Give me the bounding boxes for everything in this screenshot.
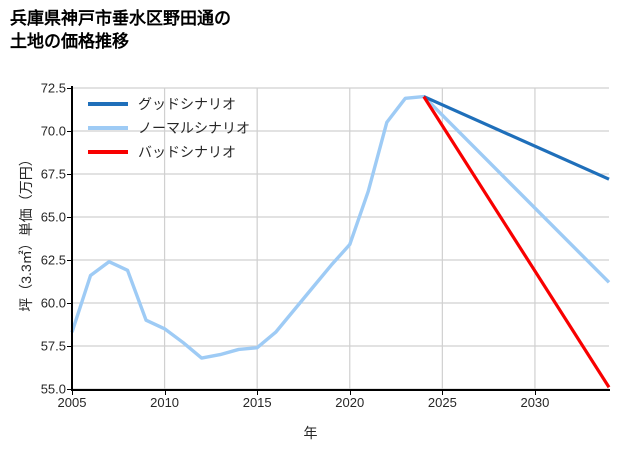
x-tick-mark (349, 391, 351, 395)
y-axis-title: 坪（3.3㎡）単価（万円） (18, 152, 34, 312)
data-series-layer (70, 94, 611, 389)
y-tick-mark (67, 260, 71, 261)
y-tick-mark (67, 303, 71, 304)
y-tick-label: 62.5 (40, 252, 66, 268)
y-tick-label: 67.5 (40, 166, 66, 182)
x-tick-label: 2010 (150, 395, 180, 410)
x-tick-mark (442, 391, 444, 395)
y-tick-mark (67, 131, 71, 132)
legend-color-swatch (88, 126, 128, 130)
legend-item[interactable]: ノーマルシナリオ (88, 116, 288, 140)
y-tick-label: 70.0 (40, 123, 66, 139)
y-tick-mark (67, 174, 71, 175)
legend-color-swatch (88, 150, 128, 154)
x-tick-label: 2030 (520, 395, 550, 410)
legend-item[interactable]: バッドシナリオ (88, 140, 288, 164)
series-line (70, 94, 611, 360)
x-tick-label: 2025 (427, 395, 457, 410)
legend-color-swatch (88, 102, 128, 106)
y-tick-mark (67, 346, 71, 347)
series-line (422, 95, 611, 389)
y-axis-tick-labels: 55.0 57.5 60.0 62.5 65.0 67.5 70.0 72.5 (0, 0, 66, 465)
x-tick-label: 2015 (242, 395, 272, 410)
y-tick-mark (67, 88, 71, 89)
y-tick-mark (67, 217, 71, 218)
y-tick-label: 57.5 (40, 338, 66, 354)
y-axis-spine (71, 86, 73, 391)
x-tick-label: 2005 (57, 395, 87, 410)
chart-legend: グッドシナリオ ノーマルシナリオ バッドシナリオ (88, 92, 288, 164)
legend-item[interactable]: グッドシナリオ (88, 92, 288, 116)
legend-label: グッドシナリオ (138, 96, 236, 112)
x-tick-mark (257, 391, 259, 395)
x-axis-spine (71, 389, 610, 391)
y-tick-label: 72.5 (40, 80, 66, 96)
chart-title: 兵庫県神戸市垂水区野田通の 土地の価格推移 (10, 9, 231, 51)
x-axis-title: 年 (303, 425, 318, 441)
x-tick-mark (164, 391, 166, 395)
x-tick-mark (534, 391, 536, 395)
x-tick-mark (72, 391, 73, 395)
y-tick-label: 55.0 (40, 381, 66, 397)
series-line (423, 95, 610, 181)
y-tick-mark (67, 389, 71, 390)
y-tick-label: 65.0 (40, 209, 66, 225)
plot-area (70, 87, 611, 390)
x-tick-label: 2020 (335, 395, 365, 410)
legend-label: ノーマルシナリオ (138, 120, 250, 136)
legend-label: バッドシナリオ (138, 144, 236, 160)
y-tick-label: 60.0 (40, 295, 66, 311)
